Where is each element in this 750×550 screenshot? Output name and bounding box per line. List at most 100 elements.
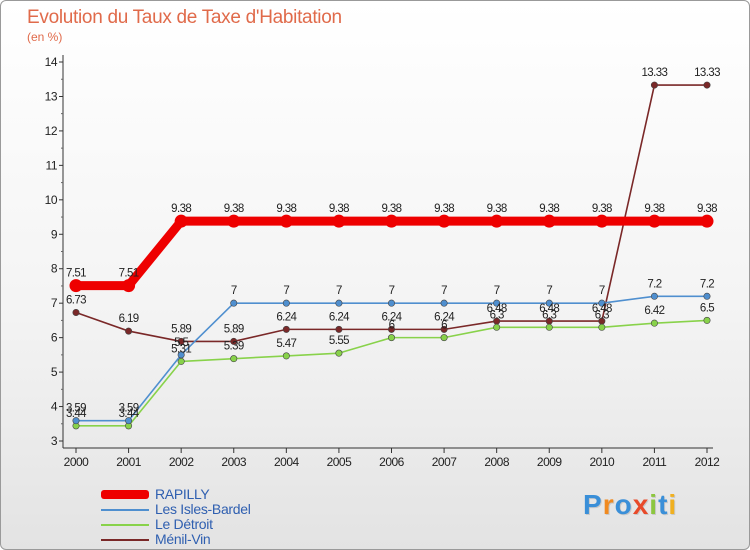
data-point-m-nil-vin — [282, 325, 290, 333]
y-tick-label: 8 — [51, 262, 58, 276]
data-point-le-d-troit — [703, 316, 711, 324]
x-tick-label: 2009 — [537, 455, 563, 469]
data-label-rapilly: 9.38 — [276, 203, 296, 215]
series-group — [69, 81, 714, 430]
data-point-les-isles-bardel — [282, 299, 290, 307]
y-tick-label: 9 — [51, 227, 58, 241]
data-point-les-isles-bardel — [125, 417, 133, 425]
data-label-le-d-troit: 6.3 — [490, 309, 504, 321]
chart-title: Evolution du Taux de Taxe d'Habitation — [27, 7, 342, 28]
data-label-le-d-troit: 5.55 — [329, 335, 349, 347]
data-label-m-nil-vin: 6.19 — [119, 313, 139, 325]
data-label-les-isles-bardel: 7 — [389, 285, 395, 297]
data-point-le-d-troit — [650, 319, 658, 327]
y-tick-label: 10 — [45, 193, 58, 207]
legend-item-les-isles-bardel: Les Isles-Bardel — [101, 501, 321, 517]
x-tick-label: 2010 — [589, 455, 615, 469]
data-point-les-isles-bardel — [387, 299, 395, 307]
data-label-rapilly: 9.38 — [434, 203, 454, 215]
data-point-le-d-troit — [493, 323, 501, 331]
data-label-les-isles-bardel: 3.59 — [66, 403, 86, 415]
legend-label-le-detroit: Le Détroit — [155, 516, 213, 532]
data-label-les-isles-bardel: 7 — [231, 285, 237, 297]
data-label-les-isles-bardel: 7.2 — [700, 278, 714, 290]
axes: 3 4 5 6 7 8 9 10 11 12 13 14 2000 2001 2002 2003 2004 200… — [45, 55, 721, 469]
data-label-m-nil-vin: 5.89 — [171, 323, 191, 335]
logo-letter: i — [649, 489, 659, 520]
data-label-les-isles-bardel: 7.2 — [647, 278, 661, 290]
x-tick-label: 2011 — [643, 455, 668, 469]
data-label-rapilly: 9.38 — [382, 203, 402, 215]
data-label-le-d-troit: 5.31 — [171, 343, 191, 355]
data-label-rapilly: 9.38 — [487, 203, 507, 215]
data-label-m-nil-vin: 13.33 — [694, 67, 720, 79]
data-label-le-d-troit: 6 — [441, 320, 447, 332]
legend: RAPILLY Les Isles-Bardel Le Détroit Méni… — [101, 486, 321, 547]
legend-item-menil-vin: Ménil-Vin — [101, 531, 321, 547]
data-label-rapilly: 9.38 — [644, 203, 664, 215]
data-point-le-d-troit — [440, 334, 448, 342]
data-label-m-nil-vin: 6.24 — [329, 311, 350, 323]
data-point-m-nil-vin — [440, 325, 448, 333]
x-tick-label: 2001 — [116, 455, 142, 469]
data-point-m-nil-vin — [72, 308, 80, 316]
data-point-m-nil-vin — [230, 337, 238, 345]
data-point-m-nil-vin — [387, 325, 395, 333]
data-point-m-nil-vin — [125, 327, 133, 335]
data-point-rapilly — [122, 279, 136, 293]
data-labels: 6.73 6.19 5.89 5.89 6.24 6.24 6.24 6.24 6.48 6.48… — [66, 67, 721, 420]
data-label-m-nil-vin: 5.89 — [224, 323, 244, 335]
data-point-les-isles-bardel — [72, 417, 80, 425]
data-label-m-nil-vin: 6.48 — [487, 303, 507, 315]
data-label-les-isles-bardel: 5.5 — [174, 337, 188, 349]
data-point-m-nil-vin — [650, 81, 658, 89]
data-point-rapilly — [279, 214, 293, 228]
legend-label-menil-vin: Ménil-Vin — [155, 531, 211, 547]
data-point-rapilly — [385, 214, 398, 228]
data-label-rapilly: 9.38 — [592, 203, 612, 215]
data-point-les-isles-bardel — [440, 299, 448, 307]
chart-subtitle: (en %) — [27, 30, 63, 44]
data-point-rapilly — [647, 214, 661, 228]
data-point-les-isles-bardel — [177, 351, 185, 359]
data-label-le-d-troit: 3.44 — [66, 408, 87, 420]
data-point-rapilly — [227, 214, 241, 228]
proxiti-logo: Proxiti — [583, 489, 677, 521]
logo-letter: P — [583, 489, 603, 520]
data-label-rapilly: 9.38 — [224, 203, 244, 215]
data-label-le-d-troit: 3.44 — [119, 408, 140, 420]
y-tick-label: 5 — [51, 365, 58, 379]
data-label-les-isles-bardel: 7 — [546, 285, 552, 297]
data-label-les-isles-bardel: 7 — [441, 285, 447, 297]
data-label-les-isles-bardel: 3.59 — [119, 403, 139, 415]
legend-item-le-detroit: Le Détroit — [101, 516, 321, 532]
legend-item-rapilly: RAPILLY — [101, 486, 321, 502]
data-point-rapilly — [542, 214, 556, 228]
data-label-le-d-troit: 6.3 — [542, 309, 556, 321]
x-tick-label: 2006 — [379, 455, 405, 469]
x-tick-label: 2005 — [327, 455, 353, 469]
data-point-les-isles-bardel — [703, 292, 711, 300]
y-tick-label: 3 — [51, 434, 58, 448]
data-label-rapilly: 9.38 — [329, 203, 349, 215]
x-tick-label: 2004 — [274, 455, 300, 469]
data-label-m-nil-vin: 6.48 — [539, 303, 559, 315]
data-point-rapilly — [332, 214, 346, 228]
data-point-le-d-troit — [598, 323, 606, 331]
data-point-les-isles-bardel — [493, 299, 501, 307]
legend-label-rapilly: RAPILLY — [155, 486, 210, 502]
data-label-rapilly: 9.38 — [697, 203, 717, 215]
data-point-le-d-troit — [177, 357, 185, 365]
legend-label-les-isles-bardel: Les Isles-Bardel — [155, 501, 251, 517]
data-point-les-isles-bardel — [598, 299, 606, 307]
legend-swatch-rapilly — [101, 490, 149, 499]
y-tick-label: 14 — [45, 55, 58, 69]
data-point-le-d-troit — [387, 334, 395, 342]
y-tick-label: 13 — [45, 89, 58, 103]
data-point-les-isles-bardel — [545, 299, 553, 307]
data-label-m-nil-vin: 6.24 — [434, 311, 455, 323]
data-point-rapilly — [174, 214, 188, 228]
logo-letter: r — [602, 489, 615, 520]
